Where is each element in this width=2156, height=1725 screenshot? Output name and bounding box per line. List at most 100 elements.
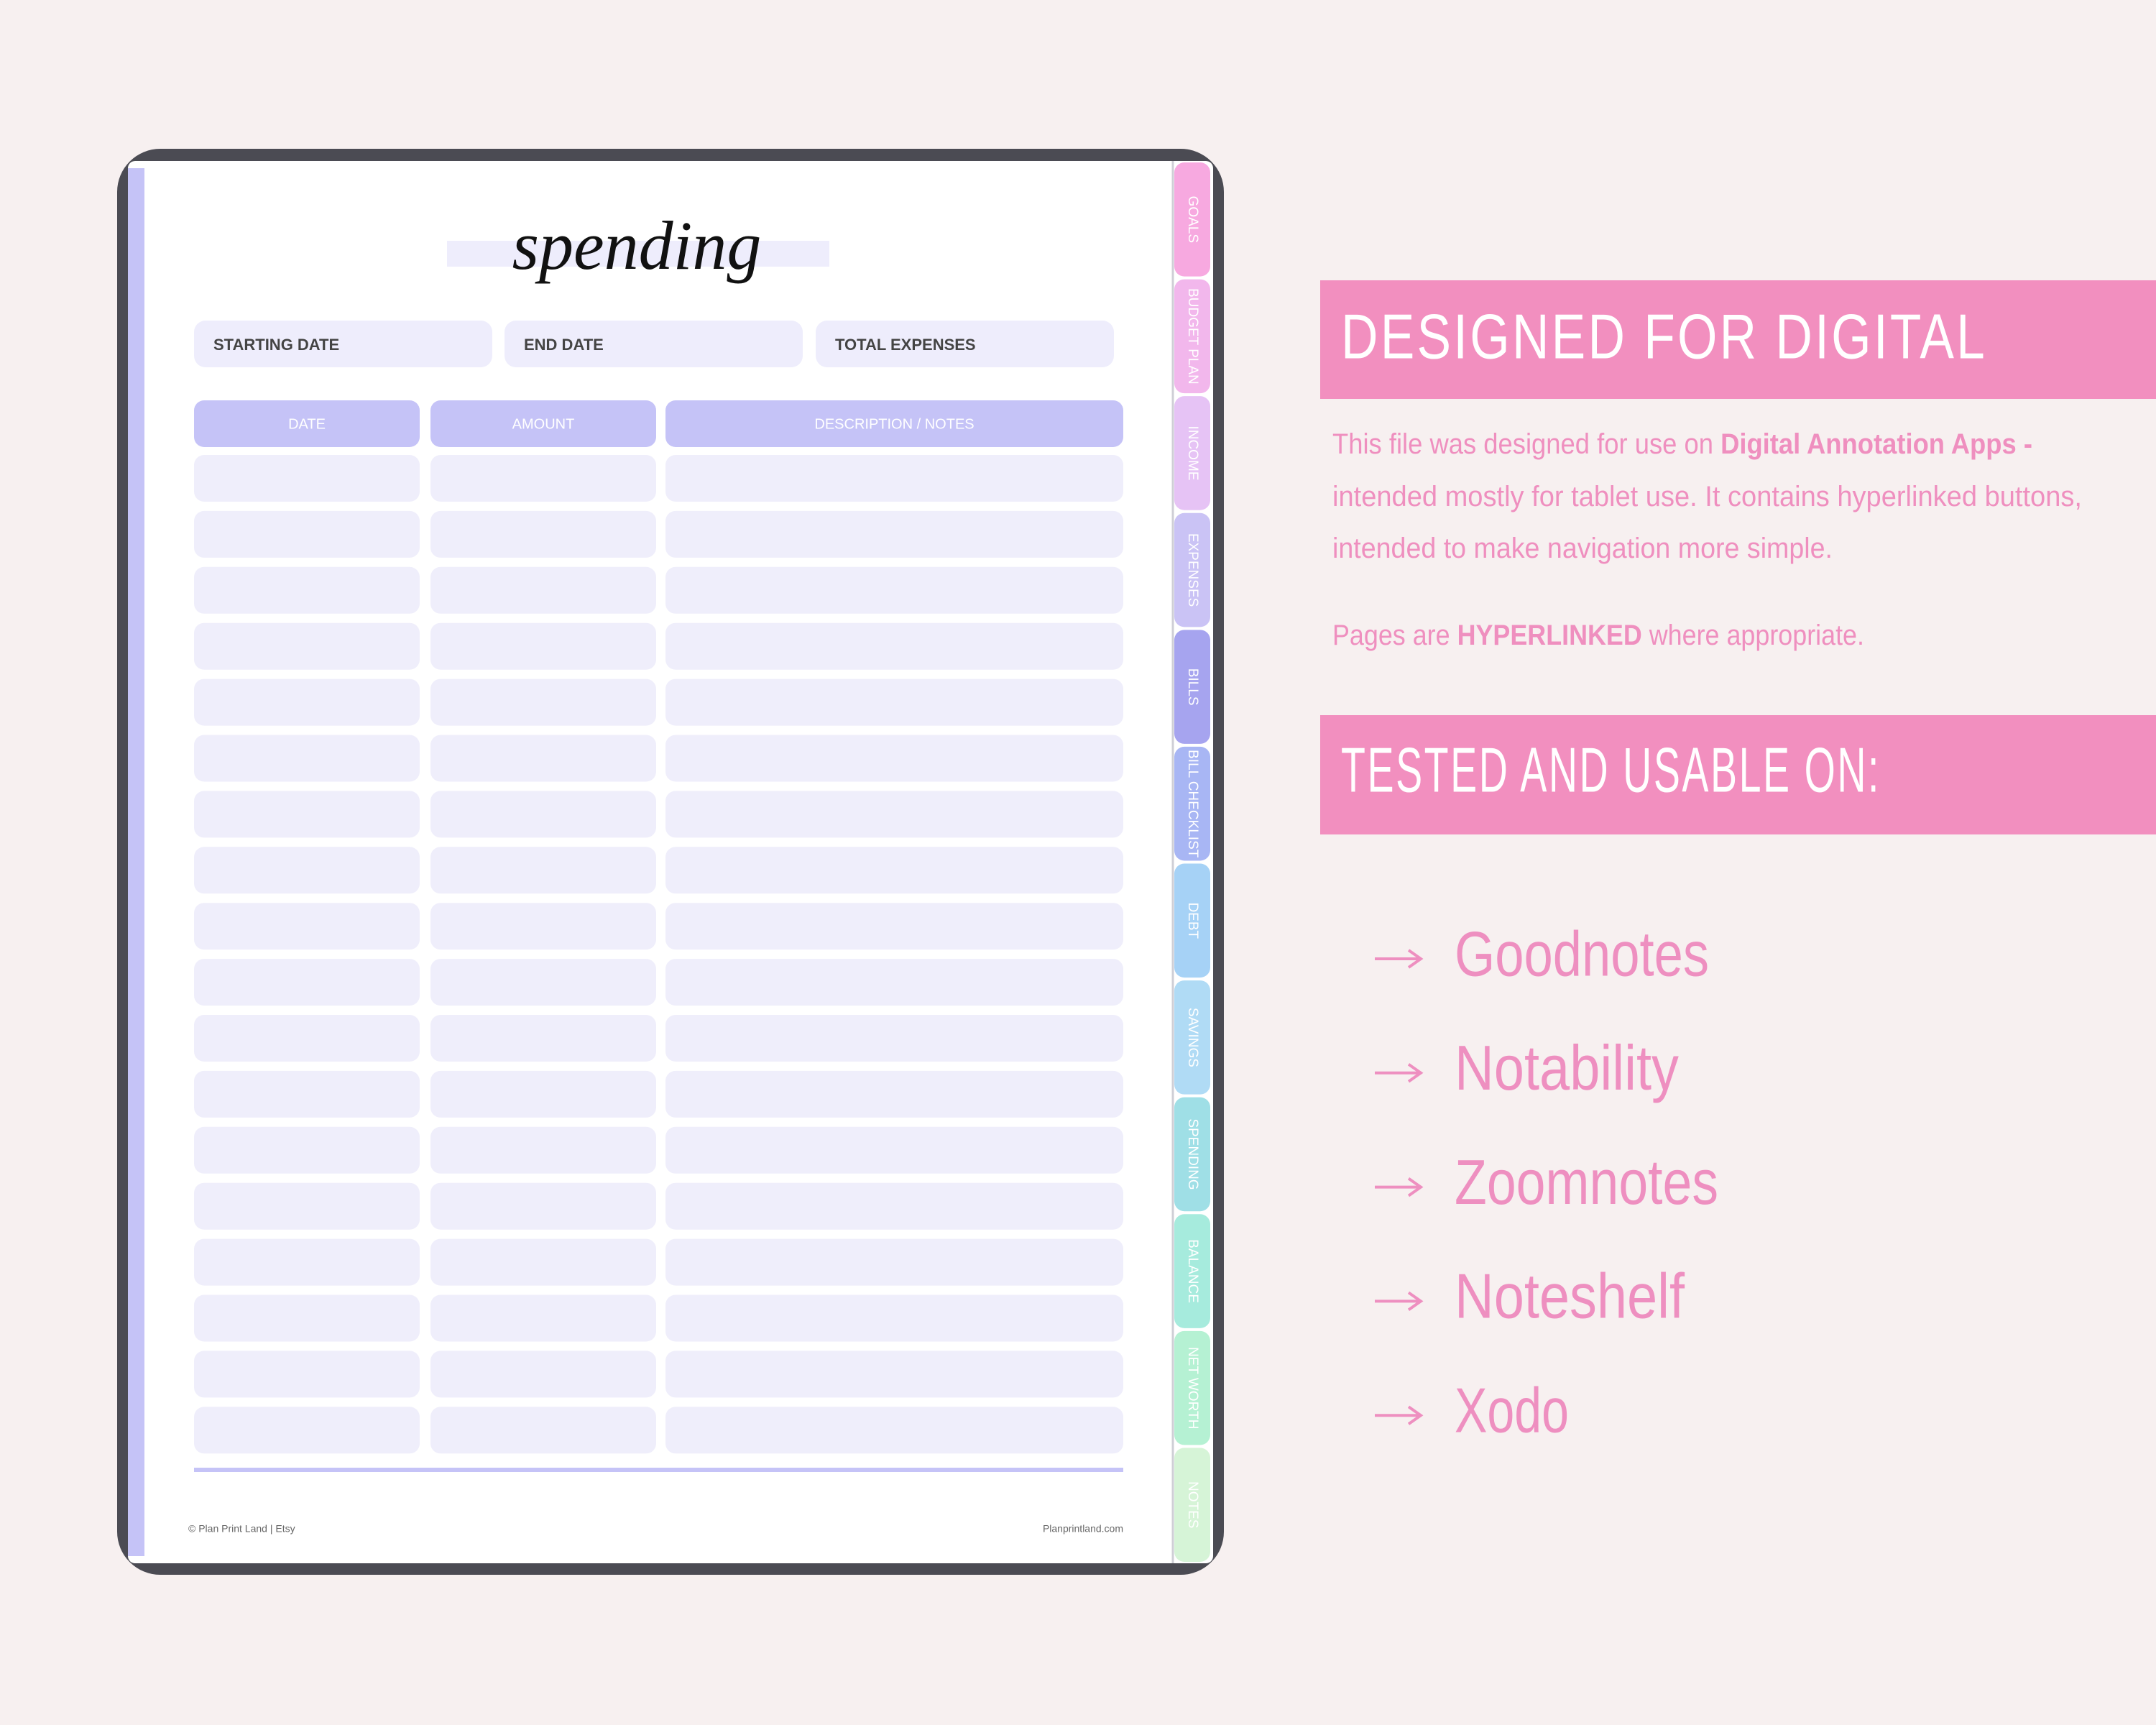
table-cell (194, 678, 420, 726)
table-cell (665, 791, 1123, 838)
tab (1174, 396, 1210, 510)
table-cell (194, 622, 420, 670)
table-cell (194, 791, 420, 838)
heading2: TESTED AND USABLE ON: (1341, 734, 1881, 805)
table-cell (194, 847, 420, 894)
footer-right: Planprintland.com (1043, 1523, 1123, 1535)
tab-label[interactable]: NET WORTH (1185, 1347, 1200, 1429)
arrow-icon (1375, 949, 1424, 969)
table-cell (430, 1015, 656, 1062)
table-cell (430, 1182, 656, 1230)
table-cell (430, 678, 656, 726)
table-cell (430, 1351, 656, 1398)
text-segment: intended to make navigation more simple. (1332, 533, 1833, 564)
table-cell (665, 566, 1123, 614)
table-cell (430, 622, 656, 670)
table-cell (665, 678, 1123, 726)
column-header-label: DESCRIPTION / NOTES (814, 416, 974, 432)
table-cell (194, 1294, 420, 1342)
table-cell (665, 1126, 1123, 1174)
column-header-label: AMOUNT (512, 416, 575, 432)
table-cell (430, 1407, 656, 1454)
table-cell (194, 566, 420, 614)
table-cell (194, 735, 420, 782)
tab-label[interactable]: SAVINGS (1185, 1008, 1200, 1067)
table-cell (194, 1238, 420, 1286)
tab (1174, 1097, 1210, 1212)
table-cell (430, 791, 656, 838)
arrow-icon (1375, 1177, 1424, 1197)
tab (1174, 863, 1210, 978)
table-cell (194, 1070, 420, 1118)
arrow-icon (1375, 1291, 1424, 1312)
side-strip (128, 168, 144, 1556)
table-cell (430, 566, 656, 614)
field-box (194, 321, 492, 367)
tab-label[interactable]: BILLS (1185, 668, 1200, 706)
tab-label[interactable]: NOTES (1185, 1481, 1200, 1528)
table-cell (665, 1182, 1123, 1230)
column-header (430, 400, 656, 447)
app-name: Xodo (1455, 1374, 1569, 1445)
table-cell (194, 510, 420, 558)
table-cell (430, 455, 656, 502)
app-name: Noteshelf (1455, 1261, 1685, 1332)
app-name: Goodnotes (1455, 918, 1709, 989)
tab-label[interactable]: SPENDING (1185, 1118, 1200, 1190)
tab (1174, 1214, 1210, 1328)
title-highlight (447, 241, 829, 267)
table-cell (194, 1407, 420, 1454)
table-cell (430, 1070, 656, 1118)
table-cell (194, 903, 420, 950)
tab (1174, 1448, 1210, 1562)
text-segment: Pages are (1332, 620, 1457, 651)
tab-label[interactable]: EXPENSES (1185, 533, 1200, 607)
page-title: spending (512, 207, 762, 284)
tab (1174, 630, 1210, 744)
tab (1174, 279, 1210, 394)
table-cell (665, 455, 1123, 502)
footer-left: © Plan Print Land | Etsy (188, 1523, 295, 1535)
tab-label[interactable]: DEBT (1185, 902, 1200, 939)
table-cell (194, 1015, 420, 1062)
tab-label[interactable]: BUDGET PLAN (1185, 288, 1200, 385)
table-cell (665, 510, 1123, 558)
table-cell (194, 1182, 420, 1230)
table-cell (430, 847, 656, 894)
text-segment: HYPERLINKED (1457, 620, 1642, 651)
tab-label[interactable]: BALANCE (1185, 1239, 1200, 1303)
text-segment: Digital Annotation Apps - (1720, 428, 2032, 460)
tab (1174, 746, 1210, 861)
arrow-icon (1375, 1063, 1424, 1083)
table-cell (430, 903, 656, 950)
table-cell (665, 1351, 1123, 1398)
table-cell (430, 1238, 656, 1286)
table-cell (665, 1070, 1123, 1118)
table-cell (665, 903, 1123, 950)
table-cell (430, 959, 656, 1006)
table-cell (430, 510, 656, 558)
table-cell (194, 455, 420, 502)
tab (1174, 162, 1210, 277)
table-cell (194, 1126, 420, 1174)
column-header-label: DATE (288, 416, 326, 432)
text-segment: where appropriate. (1642, 620, 1864, 651)
column-header (665, 400, 1123, 447)
field-box (505, 321, 803, 367)
tab (1174, 512, 1210, 627)
text-segment: This file was designed for use on (1332, 428, 1720, 460)
table-cell (194, 959, 420, 1006)
tab-label[interactable]: GOALS (1185, 196, 1200, 243)
app-name: Notability (1455, 1032, 1679, 1103)
tab-label[interactable]: INCOME (1185, 426, 1200, 480)
tab-label[interactable]: BILL CHECKLIST (1185, 750, 1200, 858)
table-cell (430, 735, 656, 782)
table-cell (665, 1294, 1123, 1342)
paragraph-line: Pages are HYPERLINKED where appropriate. (1332, 620, 1864, 651)
paragraph-line: intended mostly for tablet use. It conta… (1332, 481, 2082, 512)
table-cell (430, 1294, 656, 1342)
table-cell (665, 1238, 1123, 1286)
paragraph-line: This file was designed for use on Digita… (1332, 428, 2032, 460)
table-cell (665, 847, 1123, 894)
